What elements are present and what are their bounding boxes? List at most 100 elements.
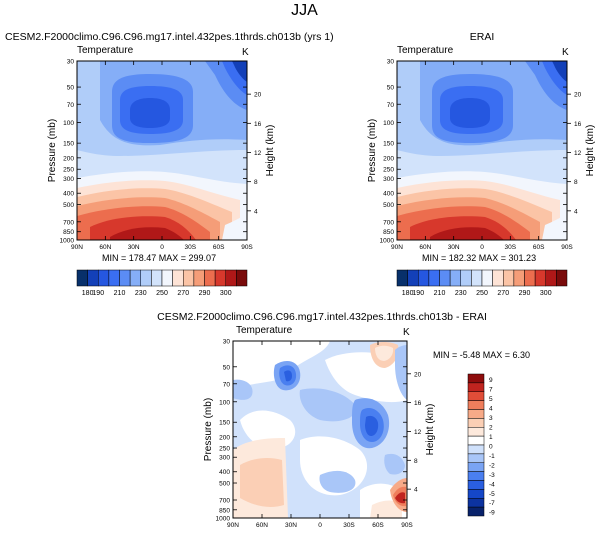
height-tick-label: 12 (414, 429, 422, 436)
x-tick-label: 60S (533, 244, 545, 251)
panel-diff-units: K (403, 327, 410, 338)
panel-diff: CESM2.F2000climo.C96.C96.mg17.intel.432p… (157, 311, 530, 529)
colorbar-swatch (534, 269, 546, 287)
colorbar-swatch (467, 444, 485, 455)
y-tick-label: 1000 (380, 238, 395, 245)
colorbar-label: 230 (455, 290, 467, 297)
y-tick-label: 30 (223, 339, 231, 346)
height-tick-label: 20 (414, 371, 422, 378)
colorbar-label: -9 (489, 510, 495, 517)
colorbar-swatch (204, 269, 216, 287)
y-tick-label: 850 (219, 507, 230, 514)
x-tick-label: 30N (128, 244, 140, 251)
panel-model-field (77, 61, 247, 240)
height-tick-label: 20 (574, 92, 582, 99)
colorbar-label: 250 (156, 290, 168, 297)
panel-obs-title: ERAI (470, 31, 495, 43)
x-tick-label: 30N (285, 522, 297, 529)
colorbar-swatch (460, 269, 472, 287)
y-tick-label: 700 (383, 219, 394, 226)
y-tick-label: 400 (219, 469, 230, 476)
y2-axis-label: Height (km) (265, 125, 276, 177)
panel-diff-stats: MIN = -5.48 MAX = 6.30 (433, 350, 530, 360)
colorbar-label: 210 (434, 290, 446, 297)
colorbar-swatch (467, 435, 485, 446)
colorbar-swatch (467, 373, 485, 384)
y-tick-label: 300 (219, 455, 230, 462)
panel-model-variable: Temperature (77, 45, 134, 56)
colorbar-swatch (396, 269, 408, 287)
colorbar-swatch (467, 400, 485, 410)
colorbar-label: 1 (489, 434, 493, 441)
colorbar-label: 250 (476, 290, 488, 297)
colorbar-label: 9 (489, 377, 493, 384)
colorbar-swatch (214, 269, 226, 287)
y-axis-label: Pressure (mb) (367, 119, 378, 182)
y-tick-label: 50 (67, 85, 75, 92)
colorbar-swatch (467, 498, 485, 508)
colorbar-swatch (503, 269, 515, 287)
colorbar-swatch (467, 418, 485, 428)
panel-obs-units: K (562, 47, 569, 58)
y-tick-label: 150 (63, 141, 74, 148)
colorbar-swatch (492, 269, 504, 287)
colorbar-label: 190 (412, 290, 424, 297)
colorbar-swatch (76, 269, 88, 287)
colorbar-swatch (140, 269, 152, 287)
colorbar-label: 270 (497, 290, 509, 297)
y-tick-label: 200 (219, 434, 230, 441)
x-tick-label: 30S (185, 244, 197, 251)
colorbar-swatch (108, 269, 120, 287)
colorbar-swatch (129, 269, 141, 287)
colorbar-label: 0 (489, 443, 493, 450)
y-tick-label: 30 (387, 59, 395, 66)
y-tick-label: 500 (219, 481, 230, 488)
colorbar-label: 230 (135, 290, 147, 297)
x-tick-label: 60S (213, 244, 225, 251)
y-tick-label: 1000 (216, 516, 231, 523)
x-tick-label: 90S (401, 522, 413, 529)
colorbar-swatch (225, 269, 237, 287)
y-tick-label: 850 (383, 229, 394, 236)
colorbar-label: 210 (114, 290, 126, 297)
y-tick-label: 50 (223, 364, 231, 371)
height-tick-label: 4 (574, 208, 578, 215)
y-tick-label: 500 (63, 202, 74, 209)
height-tick-label: 8 (414, 458, 418, 465)
height-tick-label: 4 (254, 208, 258, 215)
y-axis-label: Pressure (mb) (47, 119, 58, 182)
colorbar-swatch (151, 269, 163, 287)
colorbar-swatch (467, 506, 485, 517)
y2-axis-label: Height (km) (585, 125, 596, 177)
colorbar-diff: 9 7 5 4 3 2 1 0 -1 -2 -3 -4 -5 -7 -9 (467, 373, 495, 517)
panel-model-units: K (242, 47, 249, 58)
colorbar-swatch (98, 269, 110, 287)
colorbar-swatch (439, 269, 451, 287)
colorbar-label: 300 (220, 290, 232, 297)
x-tick-label: 90N (391, 244, 403, 251)
colorbar-swatch (467, 471, 485, 481)
colorbar-swatch (467, 462, 485, 472)
y-tick-label: 150 (219, 420, 230, 427)
colorbar-swatch (467, 409, 485, 419)
panel-obs-stats: MIN = 182.32 MAX = 301.23 (422, 253, 536, 263)
height-tick-label: 12 (574, 150, 582, 157)
colorbar-label: -5 (489, 491, 495, 498)
y-tick-label: 250 (383, 167, 394, 174)
panel-obs-variable: Temperature (397, 45, 454, 56)
colorbar-swatch (161, 269, 173, 287)
y-tick-label: 100 (383, 120, 394, 127)
colorbar-swatch (545, 269, 557, 287)
panel-diff-field (233, 341, 407, 518)
y-tick-label: 30 (67, 59, 75, 66)
colorbar-label: 270 (177, 290, 189, 297)
x-tick-label: 60N (419, 244, 431, 251)
panel-model: CESM2.F2000climo.C96.C96.mg17.intel.432p… (5, 31, 334, 263)
x-tick-label: 30N (448, 244, 460, 251)
colorbar-swatch (467, 382, 485, 392)
x-tick-label: 60N (99, 244, 111, 251)
colorbar-label: 3 (489, 415, 493, 422)
